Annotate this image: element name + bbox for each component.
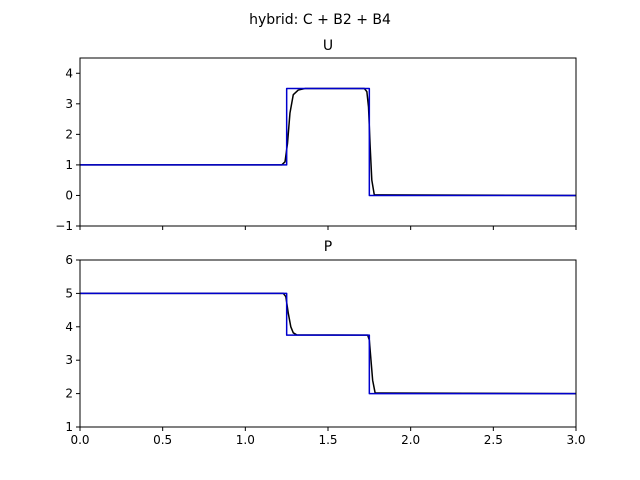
subplot-p-lines (80, 292, 577, 395)
subplot-u-ytick-label: −1 (55, 219, 73, 233)
subplot-p-ytick-label: 5 (65, 286, 73, 300)
figure-suptitle: hybrid: C + B2 + B4 (249, 12, 391, 28)
subplot-p-xtick-label: 2.5 (484, 433, 503, 447)
subplot-p: P 0.0 0.5 1.0 1.5 2.0 2.5 3.0 1 2 3 4 5 6 (65, 239, 585, 447)
subplot-p-xtick-label: 0.5 (153, 433, 172, 447)
subplot-u-xticks (79, 226, 577, 230)
subplot-u-ytick-label: 3 (65, 97, 73, 111)
subplot-p-title: P (324, 239, 332, 255)
subplot-p-yticks: 1 2 3 4 5 6 (65, 253, 80, 434)
subplot-u-ytick-label: 4 (65, 66, 73, 80)
subplot-p-ytick-label: 4 (65, 320, 73, 334)
subplot-p-ytick-label: 6 (65, 253, 73, 267)
subplot-p-ytick-label: 2 (65, 387, 73, 401)
subplot-u-lines (80, 87, 577, 197)
subplot-p-frame (79, 259, 577, 428)
subplot-u-ytick-label: 0 (65, 188, 73, 202)
subplot-u-yticks: −1 0 1 2 3 4 (55, 66, 80, 233)
subplot-p-xtick-label: 1.5 (318, 433, 337, 447)
subplot-p-series-1 (80, 292, 576, 395)
subplot-p-xtick-label: 2.0 (401, 433, 420, 447)
subplot-u-title: U (323, 38, 333, 54)
subplot-u-ytick-label: 1 (65, 158, 73, 172)
subplot-u-series-1 (80, 87, 576, 197)
subplot-u-ytick-label: 2 (65, 127, 73, 141)
subplot-p-xticks: 0.0 0.5 1.0 1.5 2.0 2.5 3.0 (70, 427, 586, 447)
subplot-u-frame (79, 57, 577, 227)
subplot-p-xtick-label: 3.0 (566, 433, 585, 447)
subplot-u: U −1 0 1 2 3 4 (55, 38, 577, 233)
subplot-p-xtick-label: 0.0 (70, 433, 89, 447)
subplot-p-xtick-label: 1.0 (236, 433, 255, 447)
subplot-p-ytick-label: 1 (65, 420, 73, 434)
subplot-p-ytick-label: 3 (65, 353, 73, 367)
